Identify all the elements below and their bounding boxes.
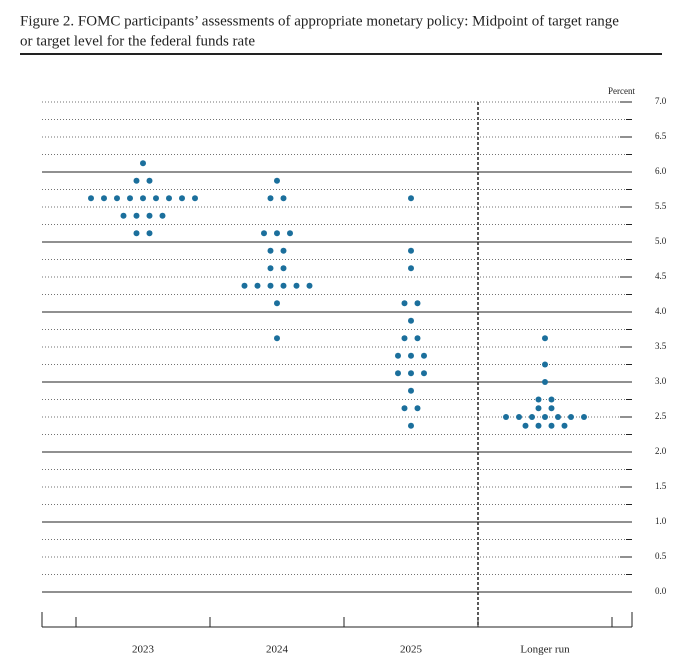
x-tick-label: 2025 (400, 644, 423, 656)
dot (395, 352, 401, 359)
dot (535, 405, 542, 412)
dot (542, 335, 548, 342)
dot (421, 370, 427, 377)
dot (241, 282, 248, 289)
dot (267, 282, 274, 289)
dot (516, 414, 522, 420)
dot (293, 282, 300, 289)
dot (395, 370, 401, 377)
dot (408, 265, 414, 272)
x-tick-label: Longer run (520, 644, 570, 656)
dot (274, 335, 280, 342)
dot (267, 265, 274, 272)
dot (401, 405, 408, 412)
dot (408, 317, 414, 324)
dot (548, 405, 555, 412)
y-tick-label: 6.0 (655, 166, 667, 176)
dot (535, 396, 542, 403)
dot (280, 282, 287, 289)
y-tick-label: 0.5 (655, 551, 667, 561)
dot (280, 247, 287, 254)
dot (280, 265, 287, 272)
y-tick-label: 5.0 (655, 236, 667, 246)
dot (408, 195, 414, 202)
dot (114, 195, 120, 202)
x-tick-label: 2023 (132, 644, 155, 656)
dot (414, 405, 421, 412)
dot (522, 422, 529, 429)
y-tick-label: 3.0 (655, 376, 667, 386)
dot (192, 195, 198, 202)
y-tick-label: 2.5 (655, 411, 667, 421)
y-tick-label: 2.0 (655, 446, 667, 456)
dot (159, 212, 166, 219)
dot (274, 300, 280, 307)
dot (133, 212, 140, 219)
dot (408, 247, 414, 254)
dot (568, 414, 574, 420)
dot (140, 160, 146, 167)
dot (133, 177, 140, 184)
dot (542, 361, 548, 368)
dot (401, 300, 408, 307)
dot (421, 352, 427, 359)
dot (267, 195, 274, 202)
chart-subtitle: or target level for the federal funds ra… (20, 33, 255, 49)
y-tick-label: 7.0 (655, 96, 667, 106)
dot (274, 230, 280, 237)
dot (561, 422, 568, 429)
y-tick-label: 4.0 (655, 306, 667, 316)
dot (555, 414, 561, 420)
dot (88, 195, 94, 202)
dot (120, 212, 127, 219)
chart-title: Figure 2. FOMC participants’ assessments… (20, 13, 619, 29)
dot (542, 414, 548, 420)
dot (414, 300, 421, 307)
dot (414, 335, 421, 342)
dot (267, 247, 274, 254)
dot (133, 230, 140, 237)
dot (581, 414, 587, 420)
dot (529, 414, 535, 420)
dot (146, 230, 153, 237)
dot (408, 387, 414, 394)
dot (280, 195, 287, 202)
dot (548, 396, 555, 403)
dot (306, 282, 313, 289)
dot (127, 195, 133, 202)
y-tick-label: 3.5 (655, 341, 667, 351)
dot (408, 422, 414, 429)
y-tick-label: 1.0 (655, 516, 667, 526)
y-tick-label: 6.5 (655, 131, 667, 141)
dot (153, 195, 159, 202)
y-tick-label: 5.5 (655, 201, 667, 211)
dot (401, 335, 408, 342)
dot (535, 422, 542, 429)
dot (261, 230, 267, 237)
dot (166, 195, 172, 202)
dot (542, 379, 548, 385)
dot (140, 195, 146, 202)
y-tick-label: 4.5 (655, 271, 667, 281)
dot (274, 177, 280, 184)
dot (101, 195, 107, 202)
dot (287, 230, 293, 237)
dot (408, 352, 414, 359)
y-tick-label: 1.5 (655, 481, 667, 491)
dot (254, 282, 261, 289)
dot (146, 177, 153, 184)
dot (408, 370, 414, 377)
y-tick-label: 0.0 (655, 586, 667, 596)
dot (179, 195, 185, 202)
dot (503, 414, 509, 420)
dot (146, 212, 153, 219)
y-axis-label: Percent (608, 86, 635, 96)
x-tick-label: 2024 (266, 644, 289, 656)
dot (548, 422, 555, 429)
